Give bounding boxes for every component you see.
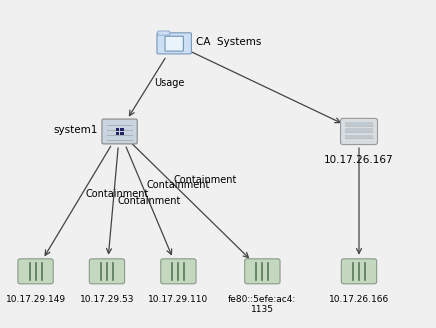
FancyBboxPatch shape	[161, 259, 196, 284]
FancyBboxPatch shape	[345, 134, 373, 138]
Text: 10.17.26.166: 10.17.26.166	[329, 295, 389, 304]
Bar	[120, 128, 123, 131]
FancyBboxPatch shape	[245, 259, 280, 284]
FancyBboxPatch shape	[102, 119, 137, 144]
FancyBboxPatch shape	[89, 259, 125, 284]
Bar	[116, 132, 119, 134]
FancyBboxPatch shape	[341, 118, 378, 145]
FancyBboxPatch shape	[341, 259, 377, 284]
Text: system1: system1	[53, 125, 98, 135]
Text: 10.17.29.53: 10.17.29.53	[80, 295, 134, 304]
FancyBboxPatch shape	[165, 36, 183, 51]
Bar	[116, 128, 119, 131]
FancyBboxPatch shape	[18, 259, 53, 284]
FancyBboxPatch shape	[345, 122, 373, 126]
Text: Containment: Containment	[174, 175, 237, 185]
Text: 10.17.29.149: 10.17.29.149	[6, 295, 66, 304]
FancyBboxPatch shape	[158, 31, 170, 35]
Text: 10.17.29.110: 10.17.29.110	[148, 295, 208, 304]
FancyBboxPatch shape	[157, 33, 191, 54]
Text: Usage: Usage	[154, 78, 184, 88]
Bar	[120, 132, 123, 134]
Text: CA  Systems: CA Systems	[196, 37, 262, 47]
FancyBboxPatch shape	[345, 128, 373, 132]
Text: 10.17.26.167: 10.17.26.167	[324, 155, 394, 165]
Text: Containment: Containment	[117, 196, 181, 206]
Text: fe80::5efe:ac4:
1135: fe80::5efe:ac4: 1135	[228, 295, 296, 314]
Text: Containment: Containment	[146, 180, 209, 190]
Text: Containment: Containment	[86, 189, 150, 199]
